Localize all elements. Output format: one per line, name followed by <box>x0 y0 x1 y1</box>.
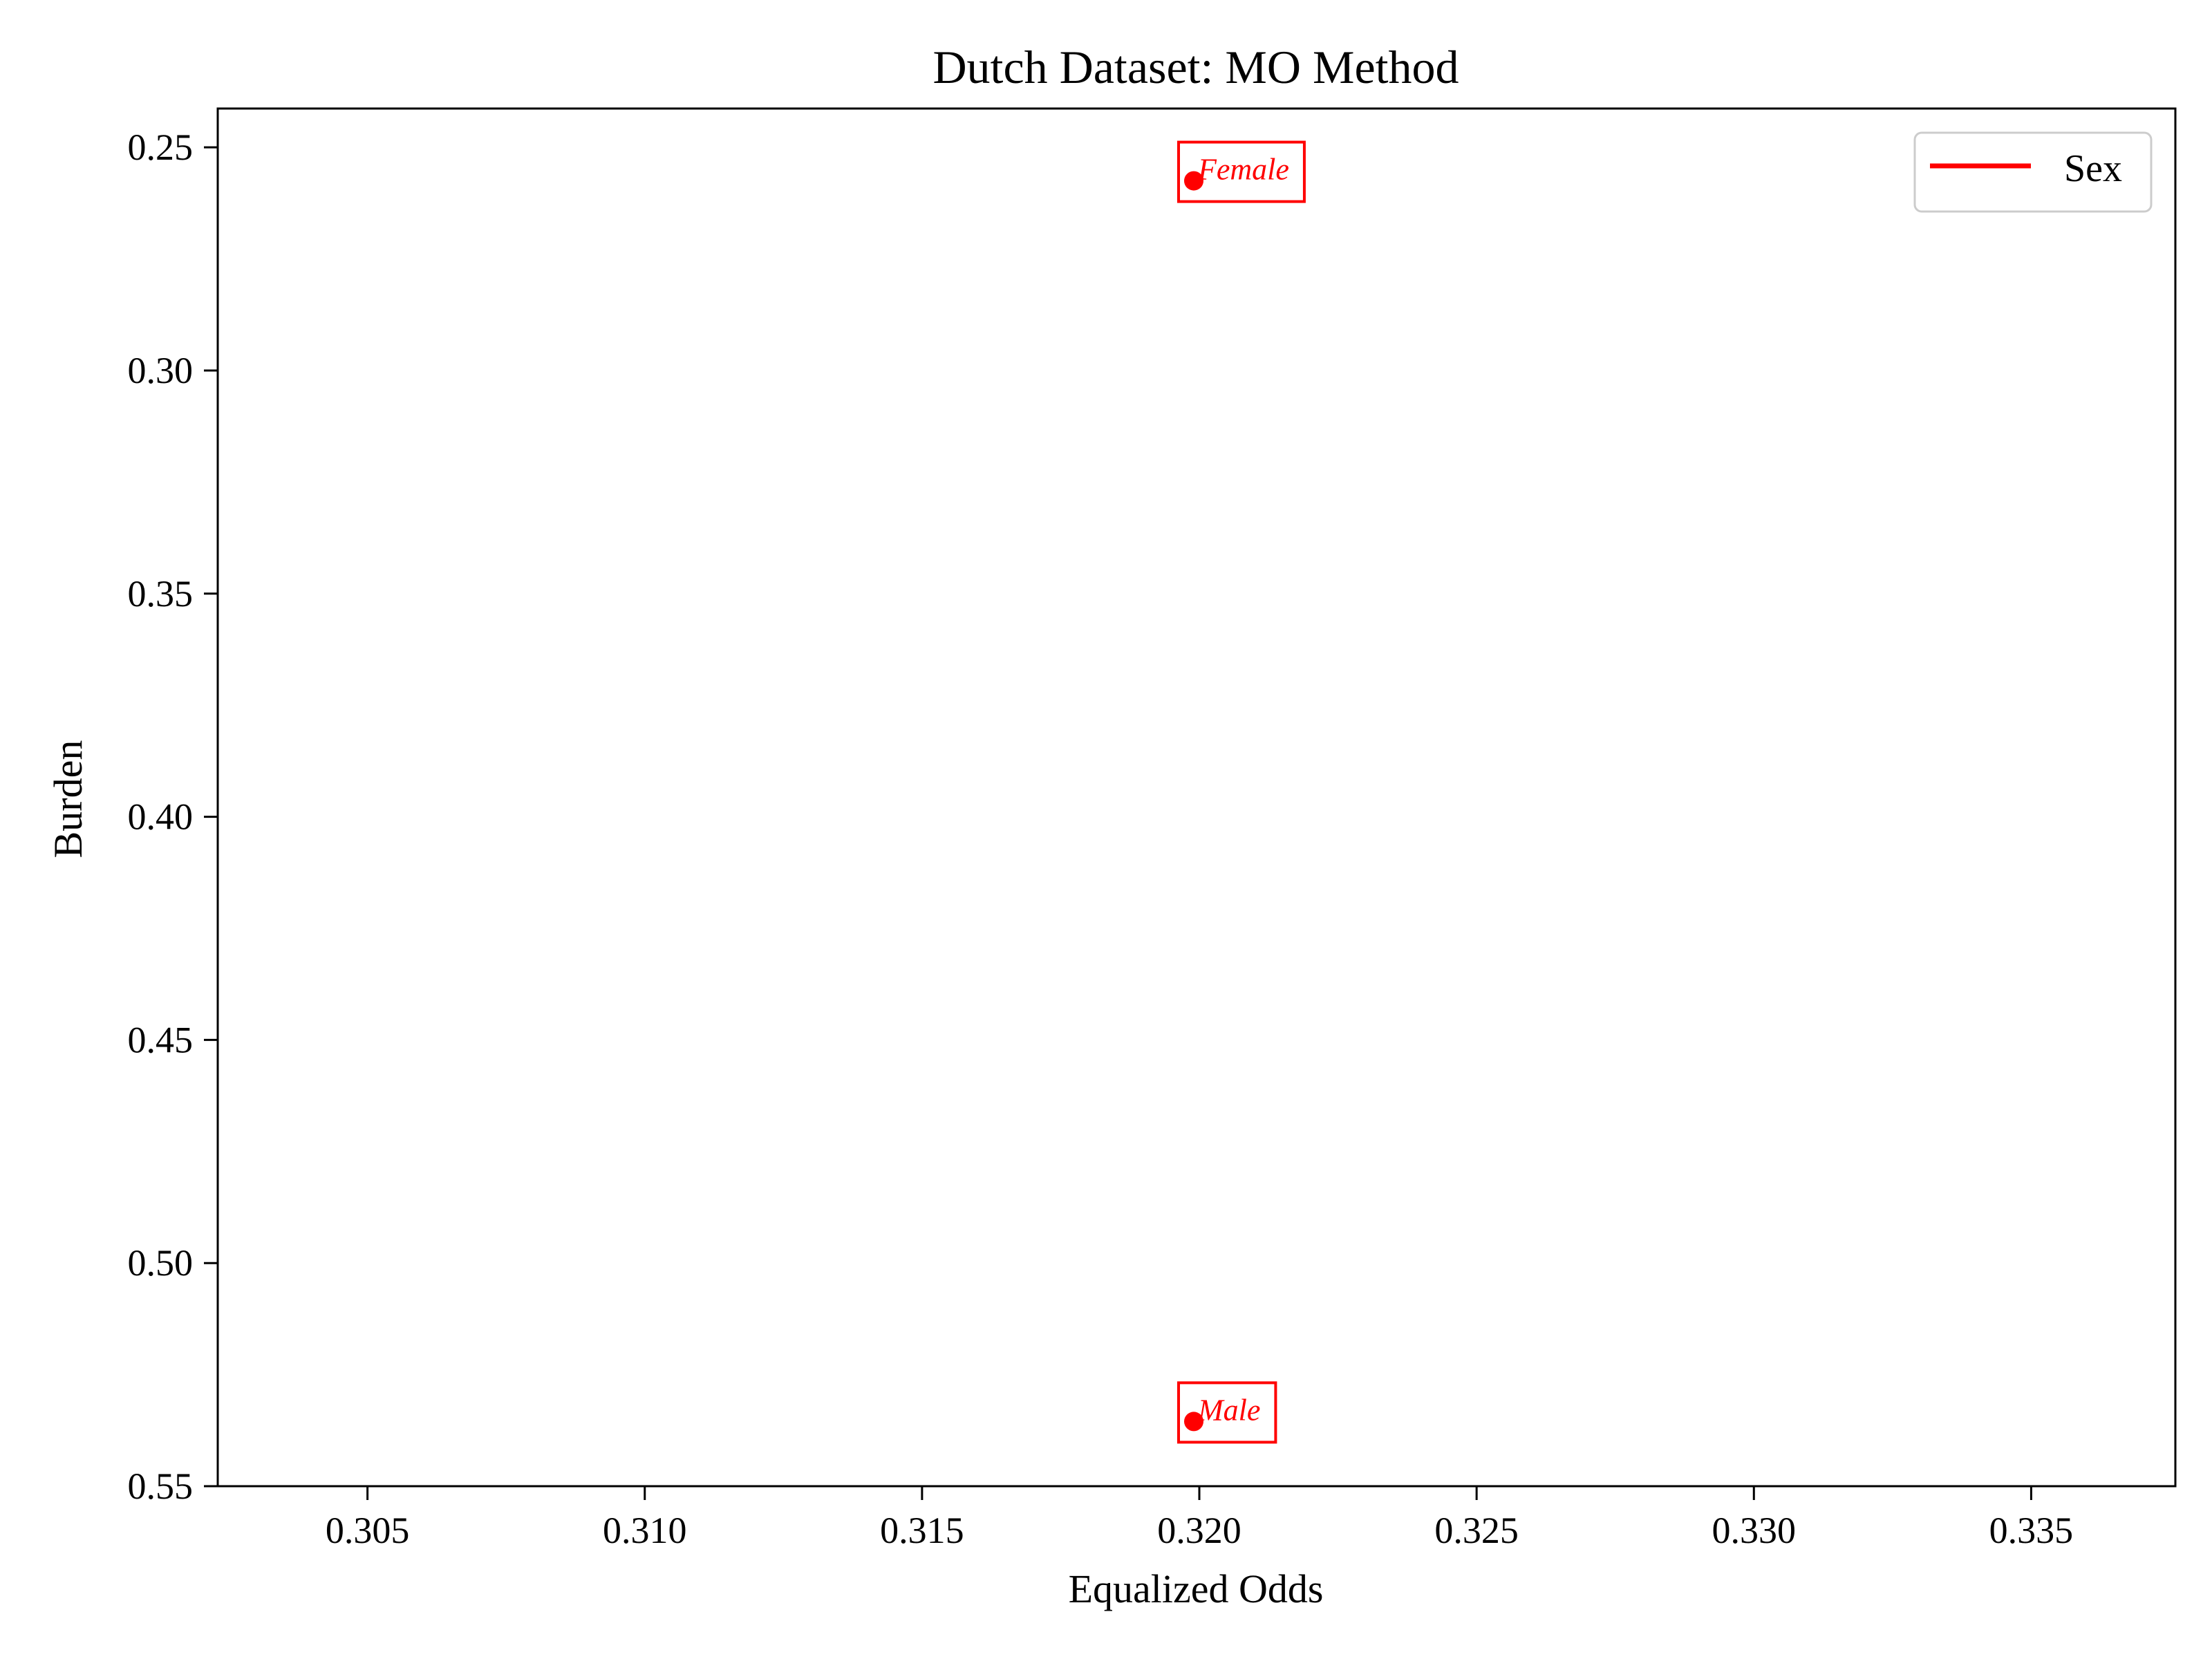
x-tick-label: 0.315 <box>880 1510 964 1551</box>
x-axis-label: Equalized Odds <box>1069 1566 1324 1611</box>
x-tick-label: 0.325 <box>1434 1510 1519 1551</box>
legend-label-sex: Sex <box>2064 147 2122 190</box>
x-tick-label: 0.310 <box>603 1510 687 1551</box>
point-label-female: Female <box>1197 153 1289 187</box>
y-tick-label: 0.45 <box>128 1019 194 1060</box>
y-axis-label: Burden <box>46 740 91 859</box>
x-tick-label: 0.330 <box>1712 1510 1797 1551</box>
y-tick-label: 0.55 <box>128 1465 194 1507</box>
y-tick-label: 0.35 <box>128 573 194 615</box>
plot-frame <box>216 107 2177 1488</box>
legend: Sex <box>1913 131 2153 213</box>
y-tick-label: 0.25 <box>128 126 194 168</box>
point-label-box-male <box>1177 1381 1277 1444</box>
data-points: Female Male <box>1177 140 1306 1444</box>
point-label-box-female <box>1177 140 1306 203</box>
x-tick-label: 0.305 <box>326 1510 410 1551</box>
legend-box <box>1913 131 2153 213</box>
point-female <box>1183 171 1203 191</box>
y-tick-label: 0.30 <box>128 350 194 391</box>
chart-title: Dutch Dataset: MO Method <box>932 41 1459 93</box>
point-label-male: Male <box>1197 1393 1260 1427</box>
x-tick-label: 0.335 <box>1989 1510 2074 1551</box>
point-male <box>1183 1412 1203 1432</box>
y-tick-label: 0.40 <box>128 796 194 838</box>
y-tick-label: 0.50 <box>128 1242 194 1284</box>
x-tick-label: 0.320 <box>1157 1510 1241 1551</box>
axis-ticks: 0.305 0.310 0.315 0.320 0.325 0.330 0.335 0.25 0… <box>128 126 2074 1551</box>
